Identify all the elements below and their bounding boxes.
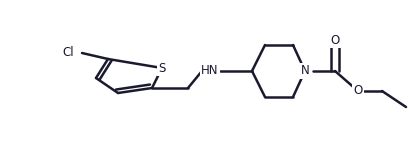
Text: S: S [158, 61, 165, 75]
Text: N: N [300, 64, 309, 78]
Text: O: O [353, 85, 362, 98]
Text: Cl: Cl [62, 46, 74, 59]
Text: HN: HN [201, 64, 218, 78]
Text: O: O [330, 33, 339, 46]
